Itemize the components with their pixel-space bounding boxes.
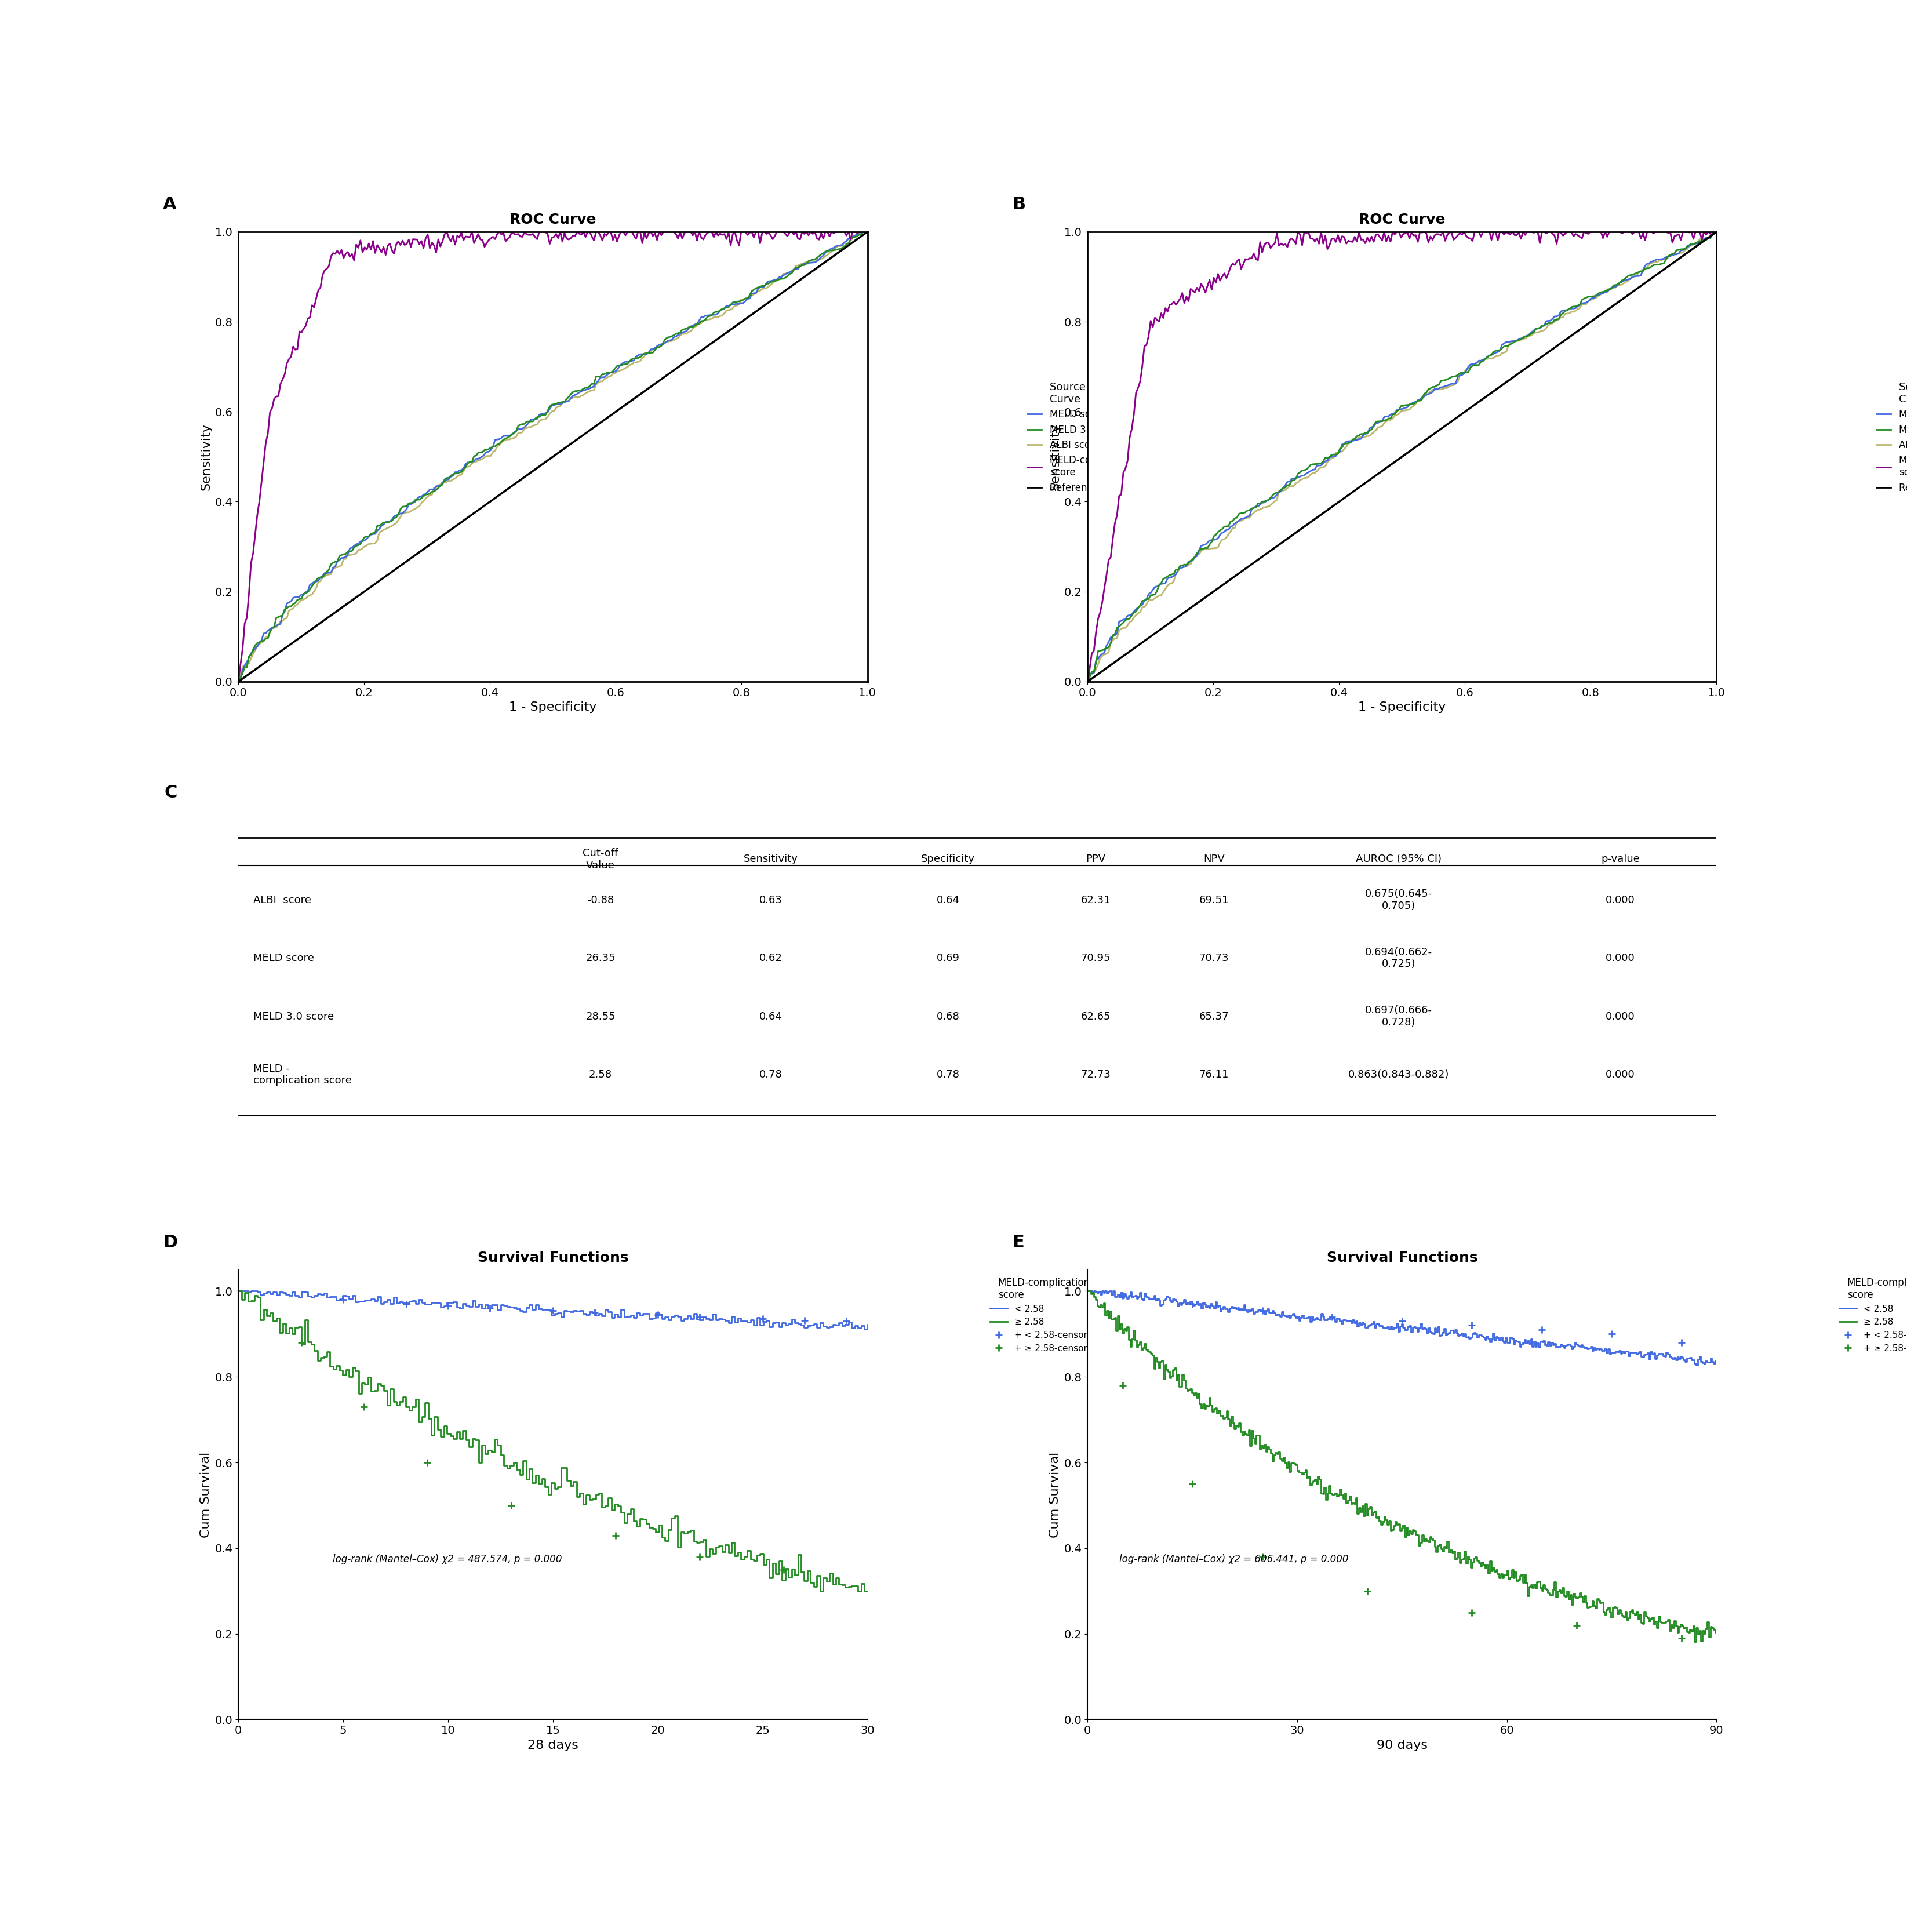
Text: 0.000: 0.000 xyxy=(1606,1070,1634,1080)
Text: p-value: p-value xyxy=(1600,854,1640,864)
Text: 0.694(0.662-
0.725): 0.694(0.662- 0.725) xyxy=(1365,947,1432,970)
Title: ROC Curve: ROC Curve xyxy=(1358,213,1446,226)
Text: 0.78: 0.78 xyxy=(759,1070,782,1080)
Y-axis label: Cum Survival: Cum Survival xyxy=(1049,1451,1060,1538)
Text: 76.11: 76.11 xyxy=(1200,1070,1228,1080)
Legend: MELD score, MELD 3.0 score, ALBI score, MELD-complication
score, Reference Line: MELD score, MELD 3.0 score, ALBI score, … xyxy=(1024,379,1146,497)
Text: 0.63: 0.63 xyxy=(759,895,782,904)
Text: E: E xyxy=(1013,1235,1024,1250)
Text: PPV: PPV xyxy=(1085,854,1106,864)
Text: A: A xyxy=(162,195,177,213)
Text: 0.000: 0.000 xyxy=(1606,952,1634,964)
Text: 0.69: 0.69 xyxy=(936,952,959,964)
Text: AUROC (95% CI): AUROC (95% CI) xyxy=(1356,854,1442,864)
Text: 0.675(0.645-
0.705): 0.675(0.645- 0.705) xyxy=(1365,889,1432,912)
Text: 62.65: 62.65 xyxy=(1081,1010,1110,1022)
Text: 65.37: 65.37 xyxy=(1200,1010,1228,1022)
Text: 0.62: 0.62 xyxy=(759,952,782,964)
Text: 70.73: 70.73 xyxy=(1200,952,1228,964)
Text: 69.51: 69.51 xyxy=(1200,895,1228,904)
Text: MELD 3.0 score: MELD 3.0 score xyxy=(254,1010,334,1022)
Text: 0.863(0.843-0.882): 0.863(0.843-0.882) xyxy=(1348,1070,1449,1080)
Text: NPV: NPV xyxy=(1203,854,1224,864)
Text: Specificity: Specificity xyxy=(921,854,974,864)
Text: C: C xyxy=(164,784,177,802)
Text: 2.58: 2.58 xyxy=(589,1070,612,1080)
Text: 62.31: 62.31 xyxy=(1081,895,1110,904)
Y-axis label: Sensitivity: Sensitivity xyxy=(1049,423,1060,491)
Text: 0.64: 0.64 xyxy=(936,895,959,904)
Text: 0.68: 0.68 xyxy=(936,1010,959,1022)
Text: Sensitivity: Sensitivity xyxy=(744,854,797,864)
Text: MELD score: MELD score xyxy=(254,952,315,964)
Text: ALBI  score: ALBI score xyxy=(254,895,311,904)
Text: 70.95: 70.95 xyxy=(1081,952,1110,964)
X-axis label: 1 - Specificity: 1 - Specificity xyxy=(509,701,597,713)
Text: 72.73: 72.73 xyxy=(1081,1070,1110,1080)
Text: -0.88: -0.88 xyxy=(587,895,614,904)
Legend: < 2.58, ≥ 2.58, + < 2.58-censored, + ≥ 2.58-censored: < 2.58, ≥ 2.58, + < 2.58-censored, + ≥ 2… xyxy=(1835,1273,1907,1356)
Text: 0.697(0.666-
0.728): 0.697(0.666- 0.728) xyxy=(1365,1005,1432,1028)
Text: 26.35: 26.35 xyxy=(585,952,616,964)
Text: 0.000: 0.000 xyxy=(1606,895,1634,904)
Text: log-rank (Mantel–Cox) χ2 = 606.441, p = 0.000: log-rank (Mantel–Cox) χ2 = 606.441, p = … xyxy=(1119,1553,1348,1565)
Title: Survival Functions: Survival Functions xyxy=(477,1250,627,1265)
Text: D: D xyxy=(162,1235,177,1250)
X-axis label: 28 days: 28 days xyxy=(528,1739,578,1750)
X-axis label: 90 days: 90 days xyxy=(1377,1739,1426,1750)
Text: 0.64: 0.64 xyxy=(759,1010,782,1022)
Text: 0.78: 0.78 xyxy=(936,1070,959,1080)
Title: Survival Functions: Survival Functions xyxy=(1327,1250,1478,1265)
Text: Cut-off
Value: Cut-off Value xyxy=(584,848,618,871)
Legend: MELD score, MELD 3.0 score, ALBI score, MELD-complication
score, Reference Line: MELD score, MELD 3.0 score, ALBI score, … xyxy=(1873,379,1907,497)
Text: 0.000: 0.000 xyxy=(1606,1010,1634,1022)
X-axis label: 1 - Specificity: 1 - Specificity xyxy=(1358,701,1446,713)
Title: ROC Curve: ROC Curve xyxy=(509,213,597,226)
Text: 28.55: 28.55 xyxy=(585,1010,616,1022)
Y-axis label: Cum Survival: Cum Survival xyxy=(200,1451,212,1538)
Legend: < 2.58, ≥ 2.58, + < 2.58-censored, + ≥ 2.58-censored: < 2.58, ≥ 2.58, + < 2.58-censored, + ≥ 2… xyxy=(986,1273,1102,1356)
Text: log-rank (Mantel–Cox) χ2 = 487.574, p = 0.000: log-rank (Mantel–Cox) χ2 = 487.574, p = … xyxy=(332,1553,563,1565)
Y-axis label: Sensitivity: Sensitivity xyxy=(200,423,212,491)
Text: B: B xyxy=(1013,195,1026,213)
Text: MELD -
complication score: MELD - complication score xyxy=(254,1063,351,1086)
